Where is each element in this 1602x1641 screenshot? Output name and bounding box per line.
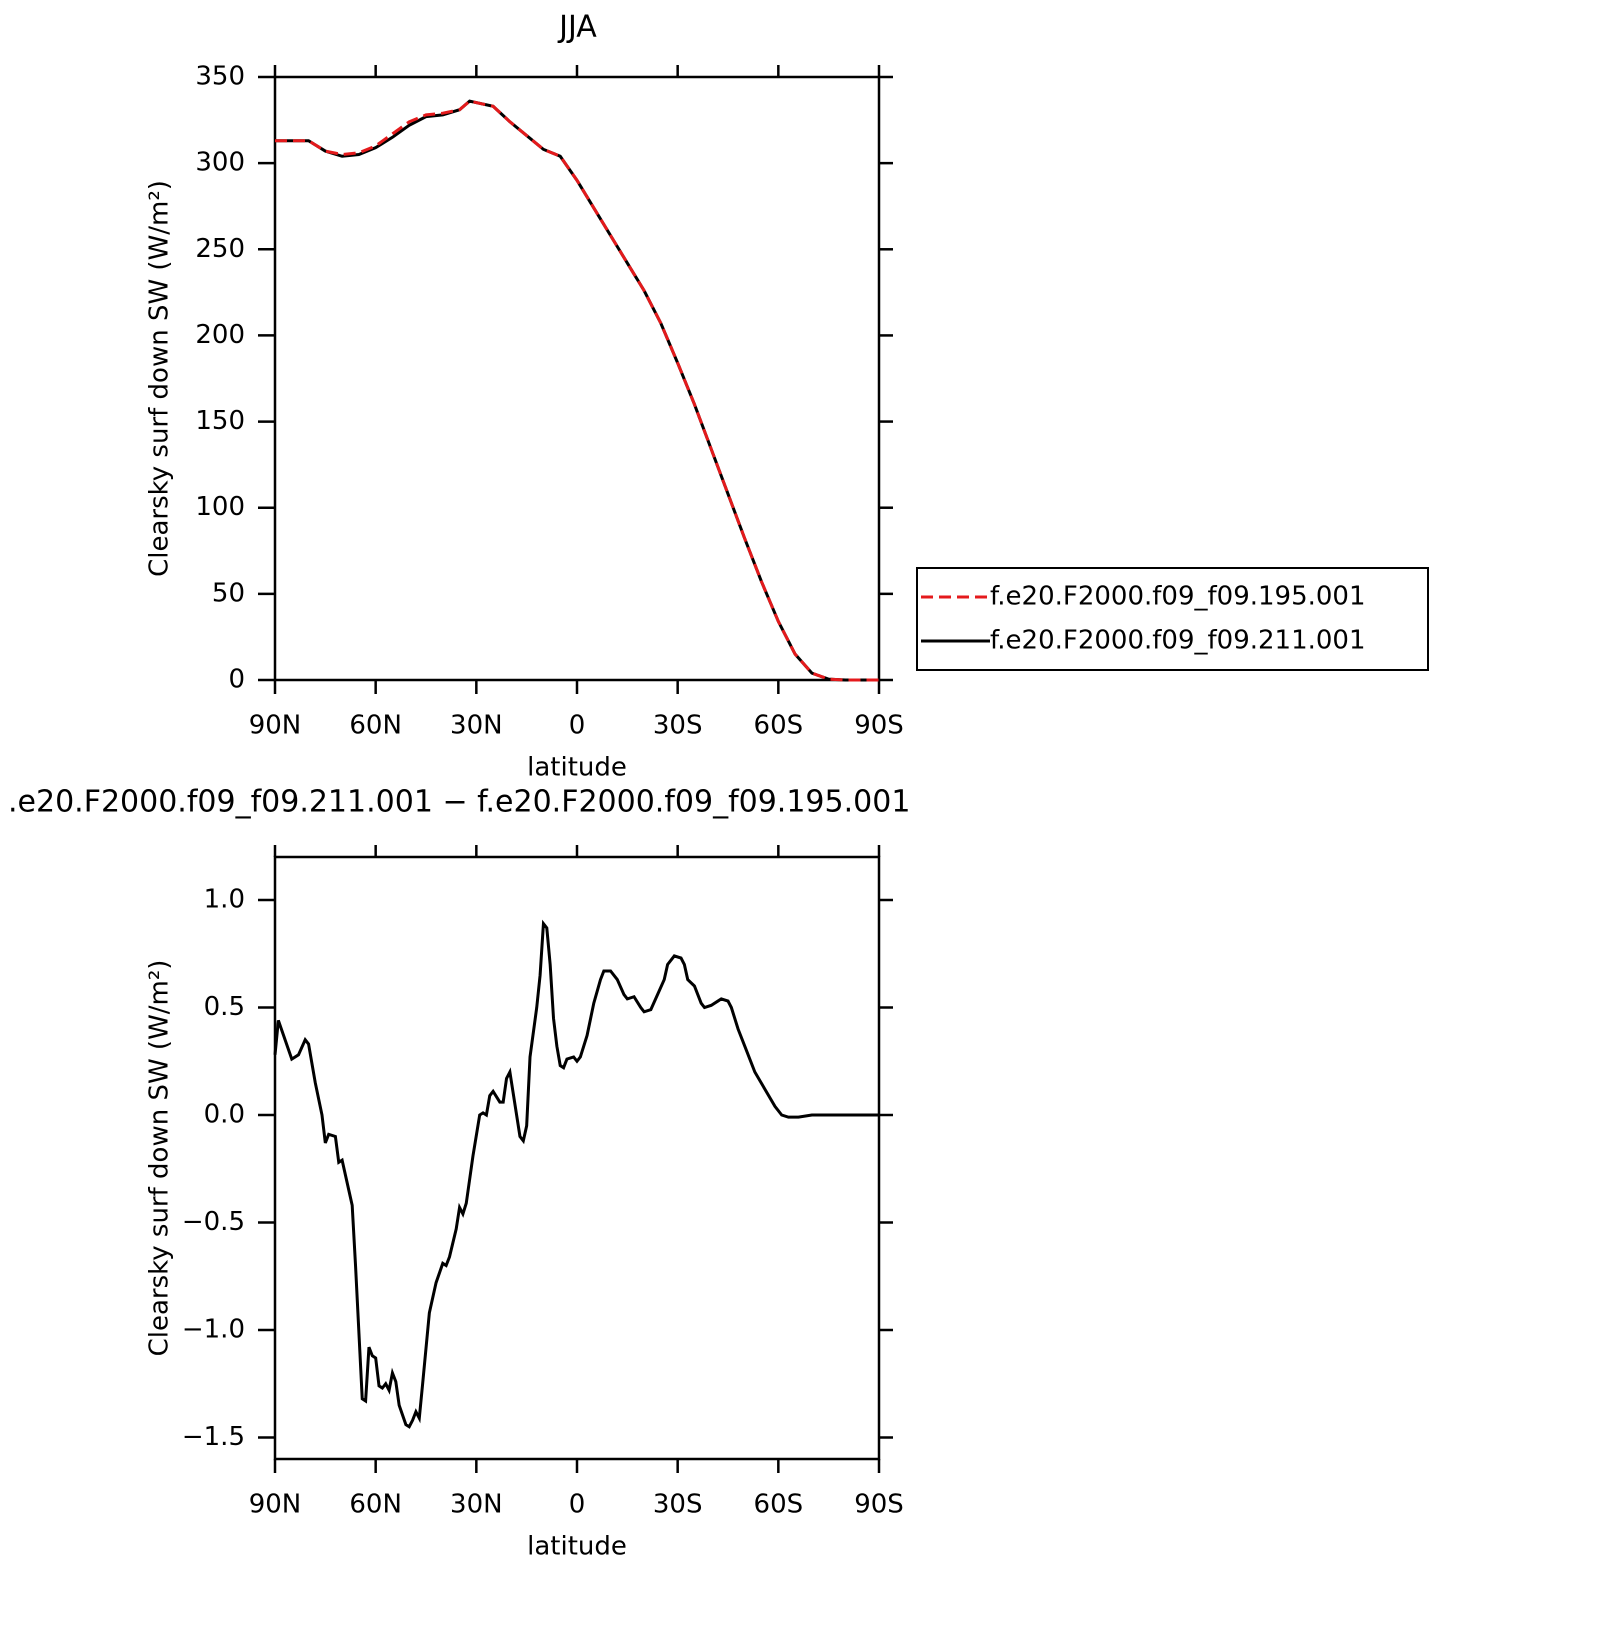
series-line xyxy=(275,99,879,682)
y-axis-label: Clearsky surf down SW (W/m²) xyxy=(145,960,175,1357)
x-tick-label: 0 xyxy=(569,711,586,741)
y-axis-label: Clearsky surf down SW (W/m²) xyxy=(145,180,175,577)
plot-frame xyxy=(273,855,881,1461)
chart-title: .e20.F2000.f09_f09.211.001 − f.e20.F2000… xyxy=(8,785,910,820)
x-tick-label: 30S xyxy=(653,711,703,741)
chart-title: JJA xyxy=(557,10,597,45)
series-line xyxy=(275,99,879,682)
y-tick-label: 350 xyxy=(195,62,245,92)
y-tick-label: −1.5 xyxy=(182,1422,245,1452)
x-axis-label: latitude xyxy=(527,1532,627,1562)
x-tick-label: 30N xyxy=(450,1490,503,1520)
x-tick-label: 60S xyxy=(754,1490,804,1520)
legend-label: f.e20.F2000.f09_f09.195.001 xyxy=(990,582,1366,612)
y-tick-label: −1.0 xyxy=(182,1315,245,1345)
y-tick-label: 300 xyxy=(195,148,245,178)
x-tick-label: 60N xyxy=(349,1490,402,1520)
y-tick-label: 0.5 xyxy=(204,992,245,1022)
x-tick-label: 60N xyxy=(349,711,402,741)
y-tick-label: 100 xyxy=(195,492,245,522)
legend-box xyxy=(916,567,1429,671)
y-tick-label: 1.0 xyxy=(204,885,245,915)
x-axis-label: latitude xyxy=(527,753,627,783)
x-tick-label: 30S xyxy=(653,1490,703,1520)
data-line xyxy=(273,919,879,1429)
plot-frame xyxy=(273,75,881,682)
x-tick-label: 0 xyxy=(569,1490,586,1520)
x-tick-label: 30N xyxy=(450,711,503,741)
x-tick-label: 90S xyxy=(854,1490,904,1520)
legend-label: f.e20.F2000.f09_f09.211.001 xyxy=(990,626,1366,656)
x-tick-label: 90N xyxy=(249,1490,302,1520)
x-tick-label: 90N xyxy=(249,711,302,741)
y-tick-label: 0.0 xyxy=(204,1100,245,1130)
y-tick-label: 0 xyxy=(228,665,245,695)
x-tick-label: 90S xyxy=(854,711,904,741)
x-tick-label: 60S xyxy=(754,711,804,741)
y-tick-label: 150 xyxy=(195,406,245,436)
y-tick-label: −0.5 xyxy=(182,1207,245,1237)
y-tick-label: 50 xyxy=(212,578,245,608)
y-tick-label: 250 xyxy=(195,234,245,264)
y-tick-label: 200 xyxy=(195,320,245,350)
